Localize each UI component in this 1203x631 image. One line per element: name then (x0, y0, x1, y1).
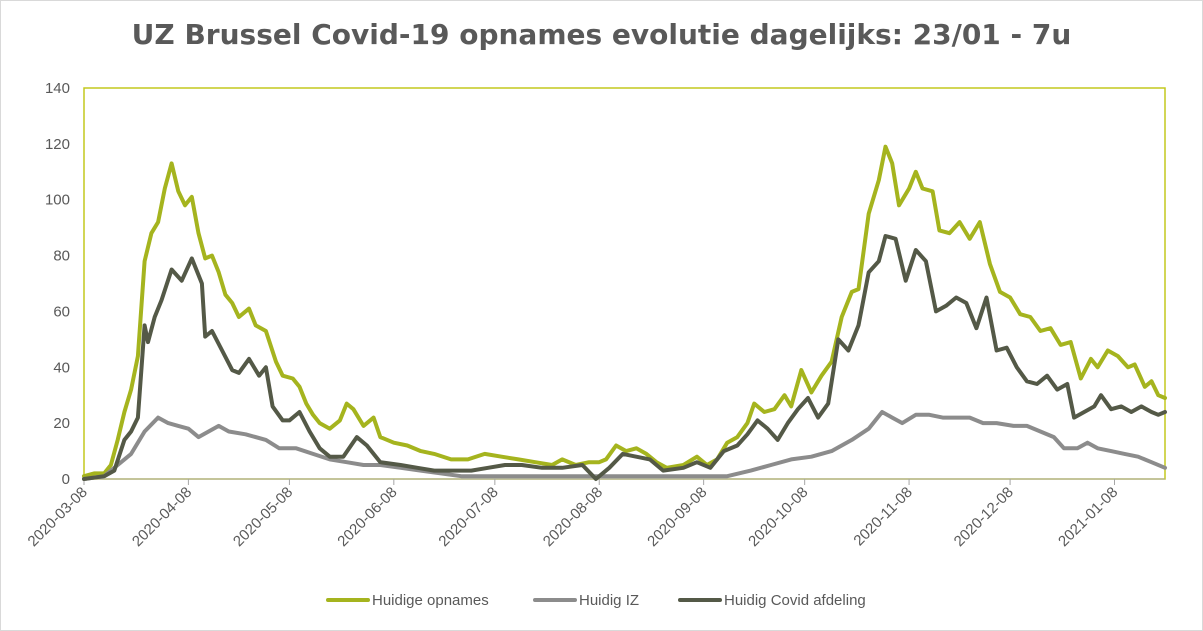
legend-label-2: Huidig IZ (579, 592, 639, 609)
y-tick-label: 20 (53, 415, 70, 432)
x-tick-label: 2020-09-08 (644, 484, 710, 550)
x-tick-label: 2020-11-08 (850, 484, 915, 549)
y-tick-label: 0 (62, 471, 70, 488)
legend-label-1: Huidige opnames (372, 592, 489, 609)
y-tick-label: 80 (53, 248, 70, 265)
legend-label-3: Huidig Covid afdeling (724, 592, 866, 609)
x-tick-label: 2020-05-08 (230, 484, 296, 550)
series-line-3 (82, 234, 1167, 481)
x-tick-label: 2020-03-08 (25, 484, 91, 550)
series-line-2 (82, 410, 1167, 481)
y-tick-label: 120 (45, 136, 70, 153)
x-tick-label: 2020-06-08 (334, 484, 400, 550)
y-tick-label: 60 (53, 303, 70, 320)
y-tick-label: 40 (53, 359, 70, 376)
x-tick-label: 2021-01-08 (1055, 484, 1121, 550)
x-tick-label: 2020-04-08 (129, 484, 195, 550)
series-line-1 (82, 144, 1167, 479)
plot-area-border (83, 87, 1166, 480)
x-tick-label: 2020-08-08 (540, 484, 606, 550)
series-layer (82, 144, 1167, 481)
x-tick-label: 2020-12-08 (951, 484, 1017, 550)
y-tick-label: 100 (45, 192, 70, 209)
y-tick-label: 140 (45, 80, 70, 97)
legend: Huidige opnames Huidig IZ Huidig Covid afd… (326, 592, 866, 609)
chart-title: UZ Brussel Covid-19 opnames evolutie dag… (131, 18, 1072, 51)
x-tick-label: 2020-10-08 (745, 484, 811, 550)
x-tick-label: 2020-07-08 (435, 484, 501, 550)
